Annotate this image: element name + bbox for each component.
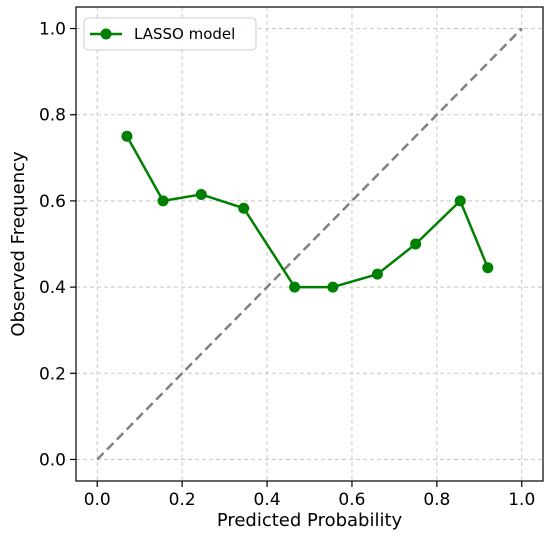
y-tick-label-4: 0.8 bbox=[39, 106, 66, 126]
x-tick-label-1: 0.2 bbox=[169, 490, 196, 510]
data-point-9 bbox=[482, 262, 494, 274]
data-point-5 bbox=[327, 281, 339, 293]
y-axis-ticks: 0.0 0.2 0.4 0.6 0.8 1.0 bbox=[39, 20, 76, 470]
legend-label-lasso-model: LASSO model bbox=[134, 25, 235, 43]
x-tick-label-5: 1.0 bbox=[508, 490, 535, 510]
legend-box bbox=[83, 17, 257, 51]
data-point-7 bbox=[410, 238, 422, 250]
y-tick-label-5: 1.0 bbox=[39, 20, 66, 40]
x-tick-label-2: 0.4 bbox=[254, 490, 281, 510]
x-tick-label-3: 0.6 bbox=[338, 490, 365, 510]
data-point-2 bbox=[195, 188, 207, 200]
y-tick-label-0: 0.0 bbox=[39, 450, 66, 470]
perfect-calibration-line bbox=[96, 27, 523, 461]
data-point-0 bbox=[121, 130, 133, 142]
data-point-4 bbox=[289, 281, 301, 293]
y-tick-label-2: 0.4 bbox=[39, 278, 66, 298]
grid bbox=[76, 7, 543, 481]
series-points-lasso-model bbox=[121, 130, 494, 293]
y-tick-label-3: 0.6 bbox=[39, 192, 66, 212]
y-axis-label: Observed Frequency bbox=[8, 151, 29, 337]
data-point-6 bbox=[371, 268, 383, 280]
data-point-8 bbox=[454, 195, 466, 207]
plot-frame bbox=[75, 6, 544, 482]
data-point-3 bbox=[238, 202, 250, 214]
legend: LASSO model bbox=[83, 17, 257, 51]
x-tick-label-4: 0.8 bbox=[423, 490, 450, 510]
x-tick-label-0: 0.0 bbox=[84, 490, 111, 510]
x-axis-label: Predicted Probability bbox=[217, 510, 403, 531]
y-tick-label-1: 0.2 bbox=[39, 364, 66, 384]
x-axis-ticks: 0.0 0.2 0.4 0.6 0.8 1.0 bbox=[84, 481, 535, 510]
legend-marker-lasso-model bbox=[100, 28, 112, 40]
series-line-lasso-model bbox=[125, 135, 489, 289]
data-point-1 bbox=[157, 195, 169, 207]
